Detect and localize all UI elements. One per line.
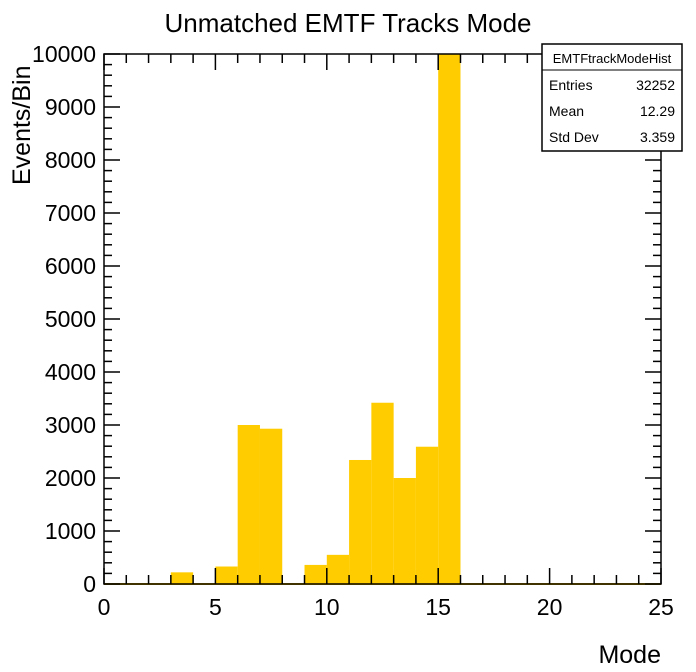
y-tick-label: 9000 — [45, 94, 96, 120]
histogram-bar — [215, 566, 238, 584]
stats-box: EMTFtrackModeHist Entries 32252 Mean 12.… — [541, 43, 683, 152]
x-tick-label: 0 — [98, 594, 111, 620]
y-tick-labels: 0 1000 2000 3000 4000 5000 6000 7000 8000 9000 100… — [32, 41, 96, 597]
y-tick-label: 7000 — [45, 200, 96, 226]
y-tick-label: 1000 — [45, 518, 96, 544]
y-tick-label: 2000 — [45, 465, 96, 491]
x-tick-label: 5 — [209, 594, 222, 620]
x-tick-label: 15 — [425, 594, 451, 620]
histogram-bar — [259, 428, 283, 584]
x-tick-label: 20 — [537, 594, 563, 620]
stats-box-title: EMTFtrackModeHist — [553, 51, 672, 66]
y-tick-label: 6000 — [45, 253, 96, 279]
stats-stddev-label: Std Dev — [549, 129, 599, 145]
x-tick-label: 25 — [648, 594, 674, 620]
histogram-bar — [393, 478, 416, 584]
chart-title: Unmatched EMTF Tracks Mode — [165, 8, 532, 38]
histogram-bar — [304, 564, 327, 584]
stats-mean-value: 12.29 — [640, 103, 675, 119]
histogram-bar — [326, 554, 350, 584]
y-axis-label: Events/Bin — [8, 65, 36, 185]
y-tick-label: 10000 — [32, 41, 96, 67]
stats-entries-value: 32252 — [636, 77, 675, 93]
histogram-bar — [371, 402, 394, 584]
stats-mean-label: Mean — [549, 103, 584, 119]
y-tick-label: 3000 — [45, 412, 96, 438]
histogram-bar — [349, 459, 372, 584]
y-tick-label: 8000 — [45, 147, 96, 173]
histogram-bar — [237, 425, 260, 584]
ticks-group — [103, 53, 662, 585]
histogram-bar — [170, 572, 194, 584]
histogram-bar — [438, 54, 461, 584]
x-tick-label: 10 — [314, 594, 340, 620]
x-axis-label: Mode — [598, 641, 661, 669]
y-tick-label: 4000 — [45, 359, 96, 385]
histogram-bar — [415, 446, 439, 584]
stats-entries-label: Entries — [549, 77, 593, 93]
y-tick-label: 5000 — [45, 306, 96, 332]
stats-stddev-value: 3.359 — [640, 129, 675, 145]
bars-group — [104, 54, 661, 585]
y-tick-label: 0 — [83, 571, 96, 597]
x-tick-labels: 0 5 10 15 20 25 — [98, 594, 674, 620]
